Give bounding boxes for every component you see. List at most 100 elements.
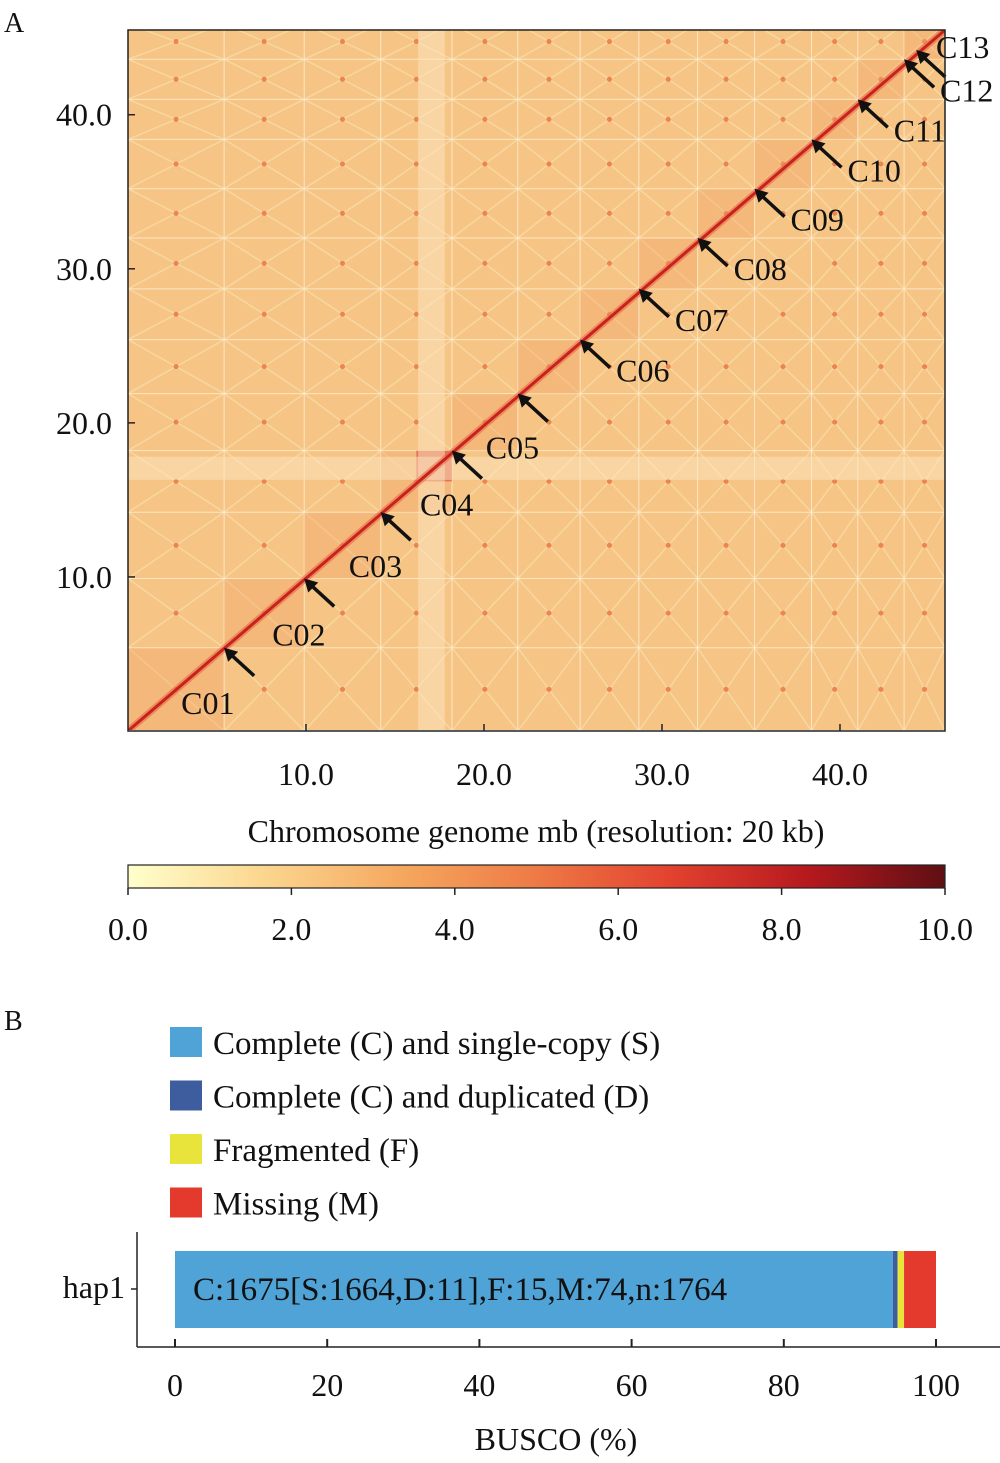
contact-hotspot (665, 478, 671, 484)
contact-hotspot (546, 686, 552, 692)
chromosome-block (857, 59, 905, 100)
contact-hotspot (878, 686, 884, 692)
contact-hotspot (922, 478, 928, 484)
contact-hotspot (922, 161, 928, 167)
y-tick-label: 20.0 (56, 405, 112, 441)
contact-hotspot (878, 260, 884, 266)
contact-hotspot (261, 260, 267, 266)
arrow-head-icon (857, 99, 872, 114)
contact-hotspot (878, 210, 884, 216)
contact-hotspot (261, 76, 267, 82)
chromosome-label-c02: C02 (272, 616, 325, 652)
arrow-head-icon (754, 188, 769, 203)
chromosome-label-c06: C06 (616, 353, 669, 389)
legend-label: Complete (C) and duplicated (D) (213, 1080, 649, 1116)
busco-legend: Complete (C) and single-copy (S) Complete… (170, 1026, 660, 1223)
contact-hotspot (606, 610, 612, 616)
colorbar-tick-label: 4.0 (435, 911, 475, 947)
low-coverage-band (418, 30, 445, 730)
contact-hotspot (780, 311, 786, 317)
contact-hotspot (261, 478, 267, 484)
contact-hotspot (173, 260, 179, 266)
x-tick-label: 20.0 (456, 756, 512, 792)
x-tick-label: 40 (463, 1367, 495, 1403)
contact-hotspot (339, 419, 345, 425)
arrow-head-icon (517, 393, 532, 408)
contact-hotspot (665, 161, 671, 167)
contact-hotspot (878, 419, 884, 425)
contact-hotspot (546, 76, 552, 82)
arrow-shaft (385, 516, 412, 542)
y-tick-label: 30.0 (56, 251, 112, 287)
chromosome-label-c12: C12 (940, 72, 993, 108)
contact-hotspot (723, 419, 729, 425)
contact-hotspot (606, 478, 612, 484)
contact-hotspot (173, 76, 179, 82)
contact-hotspot (665, 39, 671, 45)
chromosome-block (754, 139, 812, 189)
contact-hotspot (339, 364, 345, 370)
contact-hotspot (413, 39, 419, 45)
arrow-shaft (584, 344, 612, 369)
colorbar-gradient (127, 864, 946, 889)
contact-hotspot (878, 161, 884, 167)
contact-hotspot (339, 610, 345, 616)
contact-hotspot (878, 478, 884, 484)
contact-hotspot (546, 161, 552, 167)
contact-hotspot (339, 478, 345, 484)
contact-hotspot (261, 161, 267, 167)
y-tick-label: 40.0 (56, 97, 112, 133)
contact-hotspot (878, 311, 884, 317)
contact-hotspot (723, 116, 729, 122)
legend-label: Complete (C) and single-copy (S) (213, 1026, 660, 1062)
arrow-head-icon (811, 139, 826, 154)
contact-hotspot (482, 161, 488, 167)
arrow-shaft (702, 242, 729, 268)
legend-swatch (170, 1080, 202, 1111)
colorbar-tick-label: 2.0 (271, 911, 311, 947)
contact-hotspot (832, 210, 838, 216)
arrow-head-icon (224, 647, 239, 662)
bar-segment-missing (904, 1251, 936, 1328)
category-label-hap1: hap1 (63, 1269, 125, 1305)
contact-hotspot (606, 260, 612, 266)
arrow-shaft (759, 193, 786, 218)
contact-hotspot (878, 39, 884, 45)
contact-hotspot (261, 311, 267, 317)
contact-hotspot (832, 478, 838, 484)
contact-hotspot (261, 116, 267, 122)
contact-hotspot (723, 161, 729, 167)
contact-hotspot (546, 210, 552, 216)
chromosome-label-c03: C03 (349, 548, 402, 584)
contact-hotspot (606, 686, 612, 692)
contact-hotspot (606, 76, 612, 82)
arrow-shaft (309, 583, 336, 608)
contact-hotspot (173, 542, 179, 548)
contact-hotspot (413, 76, 419, 82)
contact-hotspot (261, 542, 267, 548)
contact-hotspot (832, 610, 838, 616)
contact-hotspot (606, 542, 612, 548)
contact-hotspot (413, 260, 419, 266)
contact-hotspot (261, 686, 267, 692)
x-tick-label: 20 (311, 1367, 343, 1403)
contact-hotspot (482, 210, 488, 216)
x-tick-label: 40.0 (812, 756, 868, 792)
bar-segment-fragmented (897, 1251, 905, 1328)
colorbar-tick-label: 8.0 (762, 911, 802, 947)
contact-hotspot (173, 116, 179, 122)
contact-hotspot (261, 39, 267, 45)
contact-hotspot (922, 686, 928, 692)
x-tick-label: 10.0 (278, 756, 334, 792)
diagonal (128, 30, 945, 730)
contact-hotspot (832, 311, 838, 317)
contact-hotspot (723, 686, 729, 692)
contact-hotspot (922, 116, 928, 122)
chromosome-label-c07: C07 (675, 302, 728, 338)
chromosome-label-c13: C13 (936, 29, 989, 65)
contact-hotspot (546, 311, 552, 317)
contact-hotspot (780, 116, 786, 122)
chromosome-label-c11: C11 (894, 112, 946, 148)
